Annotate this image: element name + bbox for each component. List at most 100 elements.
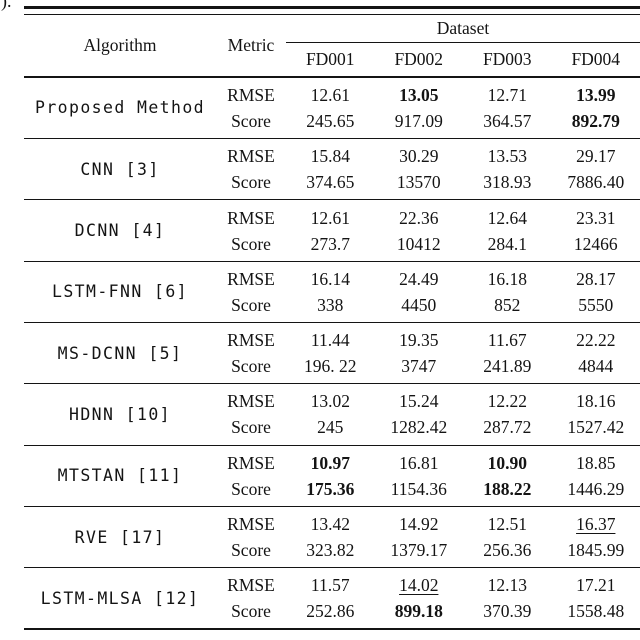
score-value: 364.57 [483,110,532,131]
rmse-value: 18.85 [576,452,616,473]
value-cell-fd002: 14.92 1379.17 [375,511,464,563]
metric-label-rmse: RMSE [227,391,275,412]
score-value: 196. 22 [304,356,357,377]
metric-labels: RMSE Score [216,572,286,624]
score-value: 323.82 [306,540,355,561]
column-header-algorithm: Algorithm [83,34,157,55]
metric-label-rmse: RMSE [227,330,275,351]
score-value: 899.18 [394,601,443,622]
metric-label-score: Score [231,294,271,315]
score-value: 338 [317,294,344,315]
score-value: 374.65 [306,172,355,193]
value-cell-fd003: 12.71 364.57 [463,82,552,134]
algorithm-name: LSTM-MLSA [12] [40,588,200,608]
rmse-value: 12.61 [310,84,350,105]
table-row: MTSTAN [11] RMSE Score 10.97 175.36 16.8… [24,446,640,507]
score-value: 241.89 [483,356,532,377]
rmse-value: 11.57 [310,575,350,596]
value-cell-fd001: 13.02 245 [286,388,375,440]
rmse-value: 16.81 [399,452,439,473]
table-header: Algorithm Metric Dataset FD001 FD002 FD0… [24,15,640,78]
value-cell-fd002: 13.05 917.09 [375,82,464,134]
rmse-value: 12.13 [487,575,527,596]
rmse-value: 15.24 [399,391,439,412]
algorithm-name: MS-DCNN [5] [57,343,183,363]
table-top-inner-rule [24,13,640,15]
score-value: 1379.17 [390,540,448,561]
rmse-value: 13.02 [310,391,350,412]
rmse-value: 13.05 [399,84,439,105]
value-cell-fd003: 10.90 188.22 [463,450,552,502]
value-cell-fd001: 15.84 374.65 [286,143,375,195]
table-top-rule [24,6,640,9]
algorithm-name: DCNN [4] [74,221,166,241]
caption-fragment: ). [1,0,12,11]
score-value: 1446.29 [567,478,625,499]
algorithm-name: LSTM-FNN [6] [51,282,188,302]
rmse-value: 18.16 [576,391,616,412]
dataset-group-header: Dataset FD001 FD002 FD003 FD004 [286,15,640,76]
rmse-value: 22.36 [399,207,439,228]
metric-label-rmse: RMSE [227,575,275,596]
column-header-fd004: FD004 [571,48,621,69]
rmse-value: 11.67 [487,330,527,351]
metric-labels: RMSE Score [216,82,286,134]
rmse-value: 13.53 [487,146,527,167]
value-cell-fd001: 12.61 273.7 [286,205,375,257]
table-row: HDNN [10] RMSE Score 13.02 245 15.24 128… [24,384,640,446]
algorithm-name: HDNN [10] [68,404,171,424]
value-cell-fd002: 30.29 13570 [375,143,464,195]
score-value: 917.09 [394,110,443,131]
rmse-value: 24.49 [399,268,439,289]
table-row: MS-DCNN [5] RMSE Score 11.44 196. 22 19.… [24,323,640,385]
score-value: 5550 [578,294,614,315]
metric-label-score: Score [231,601,271,622]
score-value: 852 [494,294,521,315]
value-cell-fd004: 16.37 1845.99 [552,511,640,563]
metric-labels: RMSE Score [216,266,286,318]
score-value: 1845.99 [567,540,625,561]
rmse-value: 16.37 [576,514,616,535]
rmse-value: 15.84 [310,146,350,167]
value-cell-fd002: 15.24 1282.42 [375,388,464,440]
value-cell-fd003: 12.22 287.72 [463,388,552,440]
algorithm-name: MTSTAN [11] [57,466,183,486]
rmse-value: 13.42 [310,514,350,535]
rmse-value: 16.14 [310,268,350,289]
rmse-value: 30.29 [399,146,439,167]
rmse-value: 10.90 [487,452,527,473]
metric-label-score: Score [231,540,271,561]
value-cell-fd001: 12.61 245.65 [286,82,375,134]
score-value: 13570 [396,172,441,193]
rmse-value: 10.97 [310,452,350,473]
value-cell-fd003: 12.13 370.39 [463,572,552,624]
rmse-value: 19.35 [399,330,439,351]
value-cell-fd001: 13.42 323.82 [286,511,375,563]
value-cell-fd001: 16.14 338 [286,266,375,318]
score-value: 892.79 [571,110,620,131]
score-value: 245.65 [306,110,355,131]
column-header-metric: Metric [227,34,275,55]
metric-label-rmse: RMSE [227,84,275,105]
metric-label-score: Score [231,356,271,377]
metric-label-rmse: RMSE [227,207,275,228]
value-cell-fd001: 11.44 196. 22 [286,327,375,379]
score-value: 12466 [573,233,618,254]
metric-label-score: Score [231,478,271,499]
metric-labels: RMSE Score [216,143,286,195]
value-cell-fd003: 16.18 852 [463,266,552,318]
value-cell-fd004: 23.31 12466 [552,205,640,257]
column-header-fd001: FD001 [305,48,355,69]
score-value: 175.36 [306,478,355,499]
metric-labels: RMSE Score [216,205,286,257]
score-value: 1282.42 [390,417,448,438]
column-header-dataset: Dataset [436,17,490,38]
rmse-value: 22.22 [576,330,616,351]
score-value: 1527.42 [567,417,625,438]
table-row: LSTM-MLSA [12] RMSE Score 11.57 252.86 1… [24,568,640,631]
value-cell-fd003: 11.67 241.89 [463,327,552,379]
metric-label-score: Score [231,172,271,193]
column-header-fd003: FD003 [482,48,532,69]
metric-label-rmse: RMSE [227,146,275,167]
score-value: 1154.36 [390,478,447,499]
